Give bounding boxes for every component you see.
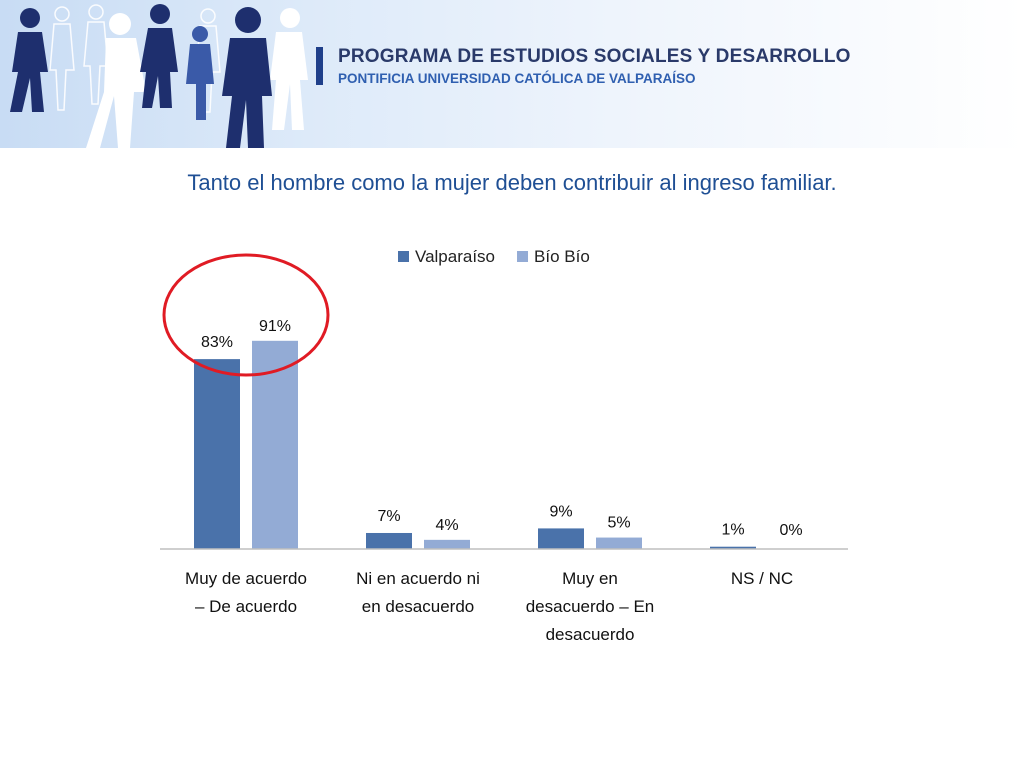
category-label-0-1: – De acuerdo	[195, 597, 297, 616]
header-accent-bar	[316, 47, 323, 85]
data-label-3-0: 1%	[721, 522, 744, 539]
bar-3-0	[710, 546, 756, 549]
data-label-3-1: 0%	[779, 522, 802, 539]
header-banner: PROGRAMA DE ESTUDIOS SOCIALES Y DESARROL…	[0, 0, 1024, 148]
bar-1-0	[366, 532, 412, 549]
bar-1-1	[424, 539, 470, 549]
category-label-3-0: NS / NC	[731, 569, 793, 588]
category-label-1-0: Ni en acuerdo ni	[356, 569, 480, 588]
bar-2-0	[538, 528, 584, 549]
people-silhouettes-icon	[10, 4, 308, 148]
data-label-0-1: 91%	[259, 318, 291, 335]
data-label-1-1: 4%	[435, 517, 458, 534]
slide-title: Tanto el hombre como la mujer deben cont…	[187, 170, 837, 195]
legend-label-1: Bío Bío	[534, 247, 590, 266]
legend-swatch-0	[398, 251, 409, 262]
bar-0-0	[194, 359, 240, 549]
category-label-1-1: en desacuerdo	[362, 597, 474, 616]
program-title: PROGRAMA DE ESTUDIOS SOCIALES Y DESARROL…	[338, 46, 851, 67]
data-label-2-0: 9%	[549, 503, 572, 520]
category-label-0-0: Muy de acuerdo	[185, 569, 307, 588]
bar-chart: Valparaíso Bío Bío 83% 91% Muy de acuerdo – D…	[160, 247, 848, 644]
category-label-2-1: desacuerdo – En	[526, 597, 655, 616]
highlight-circle	[162, 253, 330, 377]
category-label-2-2: desacuerdo	[546, 625, 635, 644]
university-name: PONTIFICIA UNIVERSIDAD CATÓLICA DE VALPA…	[338, 71, 696, 86]
data-label-0-0: 83%	[201, 334, 233, 351]
data-label-2-1: 5%	[607, 515, 630, 532]
bar-2-1	[596, 537, 642, 549]
legend-label-0: Valparaíso	[415, 247, 495, 266]
legend-swatch-1	[517, 251, 529, 262]
data-label-1-0: 7%	[377, 508, 400, 525]
category-label-2-0: Muy en	[562, 569, 618, 588]
